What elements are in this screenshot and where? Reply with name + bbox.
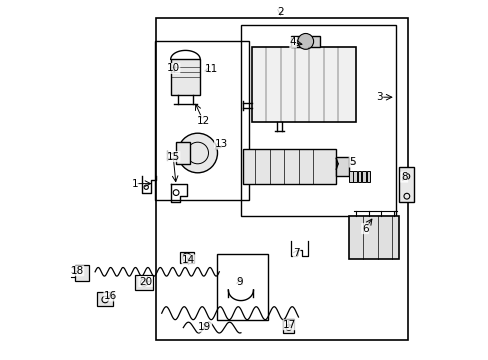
Text: 10: 10 (166, 63, 180, 73)
Text: 19: 19 (198, 322, 211, 332)
Bar (336, 157, 348, 176)
Text: 11: 11 (204, 64, 217, 74)
Text: 8: 8 (400, 172, 407, 182)
Bar (170, 59, 200, 95)
Text: 2: 2 (277, 6, 283, 17)
Bar (348, 216, 399, 259)
Text: 18: 18 (70, 266, 83, 276)
Bar (217, 254, 267, 320)
Bar (179, 252, 194, 263)
Bar (251, 47, 355, 122)
Text: 9: 9 (236, 276, 243, 287)
Bar (242, 149, 336, 184)
Text: 14: 14 (182, 255, 195, 265)
Bar (156, 18, 407, 340)
Text: 7: 7 (293, 248, 300, 258)
Bar (348, 171, 352, 182)
Bar (176, 142, 190, 164)
Bar (366, 171, 370, 182)
Text: 6: 6 (361, 224, 367, 234)
Bar (134, 275, 153, 290)
Text: 3: 3 (375, 92, 382, 102)
Bar (283, 319, 294, 333)
Circle shape (182, 253, 191, 262)
Text: 16: 16 (104, 291, 117, 301)
Circle shape (297, 33, 313, 49)
Bar (362, 171, 365, 182)
Bar (155, 41, 248, 200)
Text: 1: 1 (131, 179, 138, 189)
Text: 15: 15 (166, 152, 180, 162)
Circle shape (178, 133, 217, 173)
Text: 4: 4 (289, 37, 296, 48)
Bar (291, 36, 320, 47)
Bar (75, 265, 89, 281)
Bar (353, 171, 356, 182)
Text: 20: 20 (139, 276, 152, 287)
Text: 17: 17 (283, 320, 296, 330)
Bar (399, 167, 413, 202)
Text: 5: 5 (348, 157, 355, 167)
Bar (97, 292, 113, 306)
Bar (241, 25, 395, 216)
Text: 13: 13 (214, 139, 227, 149)
Text: 12: 12 (196, 116, 209, 126)
Bar (357, 171, 361, 182)
